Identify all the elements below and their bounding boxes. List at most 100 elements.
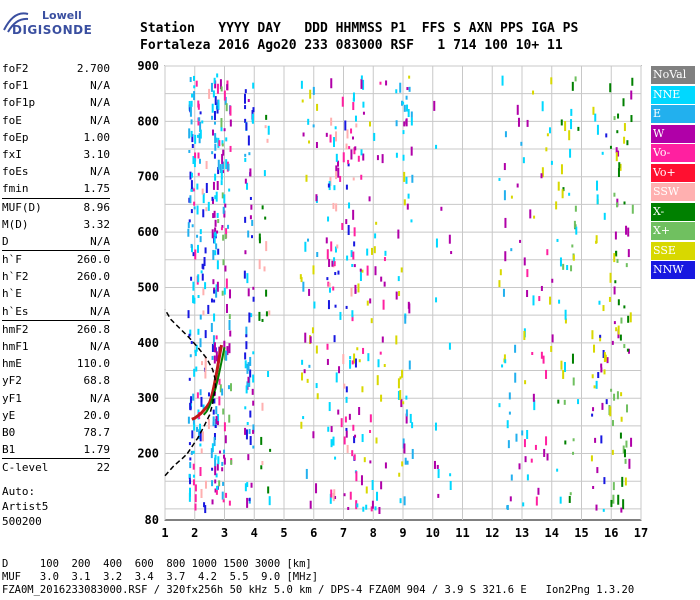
echo-point xyxy=(449,480,452,490)
echo-point xyxy=(551,334,554,343)
echo-point xyxy=(203,502,206,508)
echo-point xyxy=(356,503,359,508)
echo-point xyxy=(308,288,311,296)
echo-point xyxy=(596,467,599,474)
param-row: foF1 N/A xyxy=(2,77,110,94)
echo-point xyxy=(599,334,602,338)
echo-point xyxy=(326,249,329,260)
echo-point xyxy=(217,414,220,425)
echo-point xyxy=(246,381,249,387)
echo-point xyxy=(334,272,337,276)
echo-point xyxy=(224,234,227,240)
echo-point xyxy=(247,454,250,461)
echo-point xyxy=(571,353,574,364)
echo-point xyxy=(204,505,207,514)
echo-point xyxy=(223,210,226,218)
echo-point xyxy=(406,104,409,112)
footer-line1: D 100 200 400 600 800 1000 1500 3000 [km… xyxy=(2,558,312,570)
echo-point xyxy=(192,188,195,192)
echo-point xyxy=(261,402,264,411)
echo-point xyxy=(214,488,217,493)
echo-point xyxy=(200,396,203,407)
echo-point xyxy=(381,154,384,164)
echo-point xyxy=(543,448,546,457)
echo-point xyxy=(342,354,345,365)
echo-point xyxy=(195,366,198,372)
echo-point xyxy=(362,79,365,90)
echo-point xyxy=(190,119,193,125)
echo-point xyxy=(347,163,350,167)
echo-point xyxy=(356,347,359,351)
echo-point xyxy=(245,326,248,337)
echo-point xyxy=(193,423,196,431)
echo-point xyxy=(260,436,263,445)
echo-point xyxy=(605,399,608,405)
echo-point xyxy=(363,457,366,463)
echo-point xyxy=(222,499,225,503)
legend-item-x: X+ xyxy=(651,222,695,240)
echo-point xyxy=(560,164,563,175)
echo-point xyxy=(572,438,575,442)
echo-point xyxy=(190,243,193,248)
echo-point xyxy=(211,343,214,352)
echo-point xyxy=(224,435,227,444)
echo-point xyxy=(226,84,229,91)
header-line2: Fortaleza 2016 Ago20 233 083000 RSF 1 71… xyxy=(140,38,563,53)
echo-point xyxy=(330,78,333,89)
echo-point xyxy=(529,209,532,219)
param-value: N/A xyxy=(90,391,110,405)
echo-point xyxy=(192,474,195,478)
echo-point xyxy=(196,244,199,253)
echo-point xyxy=(213,342,216,353)
echo-point xyxy=(516,104,519,115)
param-value: 260.8 xyxy=(76,322,110,336)
echo-point xyxy=(245,341,248,350)
echo-point xyxy=(630,90,633,100)
echo-point xyxy=(223,454,226,459)
echo-point xyxy=(600,363,603,368)
echo-point xyxy=(308,140,311,144)
echo-point xyxy=(222,206,225,214)
echo-point xyxy=(612,482,615,491)
echo-point xyxy=(199,229,202,235)
echo-point xyxy=(574,205,577,212)
echo-point xyxy=(223,194,226,204)
echo-point xyxy=(557,399,560,404)
echo-point xyxy=(561,189,564,199)
echo-point xyxy=(345,184,348,190)
echo-point xyxy=(213,111,216,121)
echo-point xyxy=(626,140,629,146)
param-key: yE xyxy=(2,408,16,422)
echo-point xyxy=(326,358,329,365)
echo-point xyxy=(265,114,268,120)
x-tick-label: 3 xyxy=(221,526,228,540)
echo-point xyxy=(545,147,548,152)
echo-point xyxy=(188,442,191,446)
echo-point xyxy=(342,152,345,163)
echo-point xyxy=(360,78,363,89)
echo-point xyxy=(361,386,364,393)
echo-point xyxy=(518,463,521,470)
echo-point xyxy=(344,416,347,423)
echo-point xyxy=(211,467,214,471)
echo-point xyxy=(213,313,216,322)
echo-point xyxy=(263,170,266,177)
echo-point xyxy=(332,492,335,499)
echo-point xyxy=(214,250,217,256)
echo-point xyxy=(229,289,232,299)
echo-point xyxy=(402,130,405,135)
echo-point xyxy=(501,75,504,86)
echo-point xyxy=(248,498,251,502)
echo-point xyxy=(250,313,253,318)
echo-point xyxy=(571,81,574,91)
param-row: h`Es N/A xyxy=(2,303,110,320)
echo-point xyxy=(332,202,335,209)
station-header: Station YYYY DAY DDD HHMMSS P1 FFS S AXN… xyxy=(140,20,578,54)
echo-point xyxy=(626,404,629,413)
param-key: hmE xyxy=(2,357,22,371)
echo-point xyxy=(312,124,315,128)
echo-point xyxy=(499,269,502,276)
echo-point xyxy=(609,272,612,283)
echo-point xyxy=(193,206,196,210)
echo-point xyxy=(212,90,215,98)
